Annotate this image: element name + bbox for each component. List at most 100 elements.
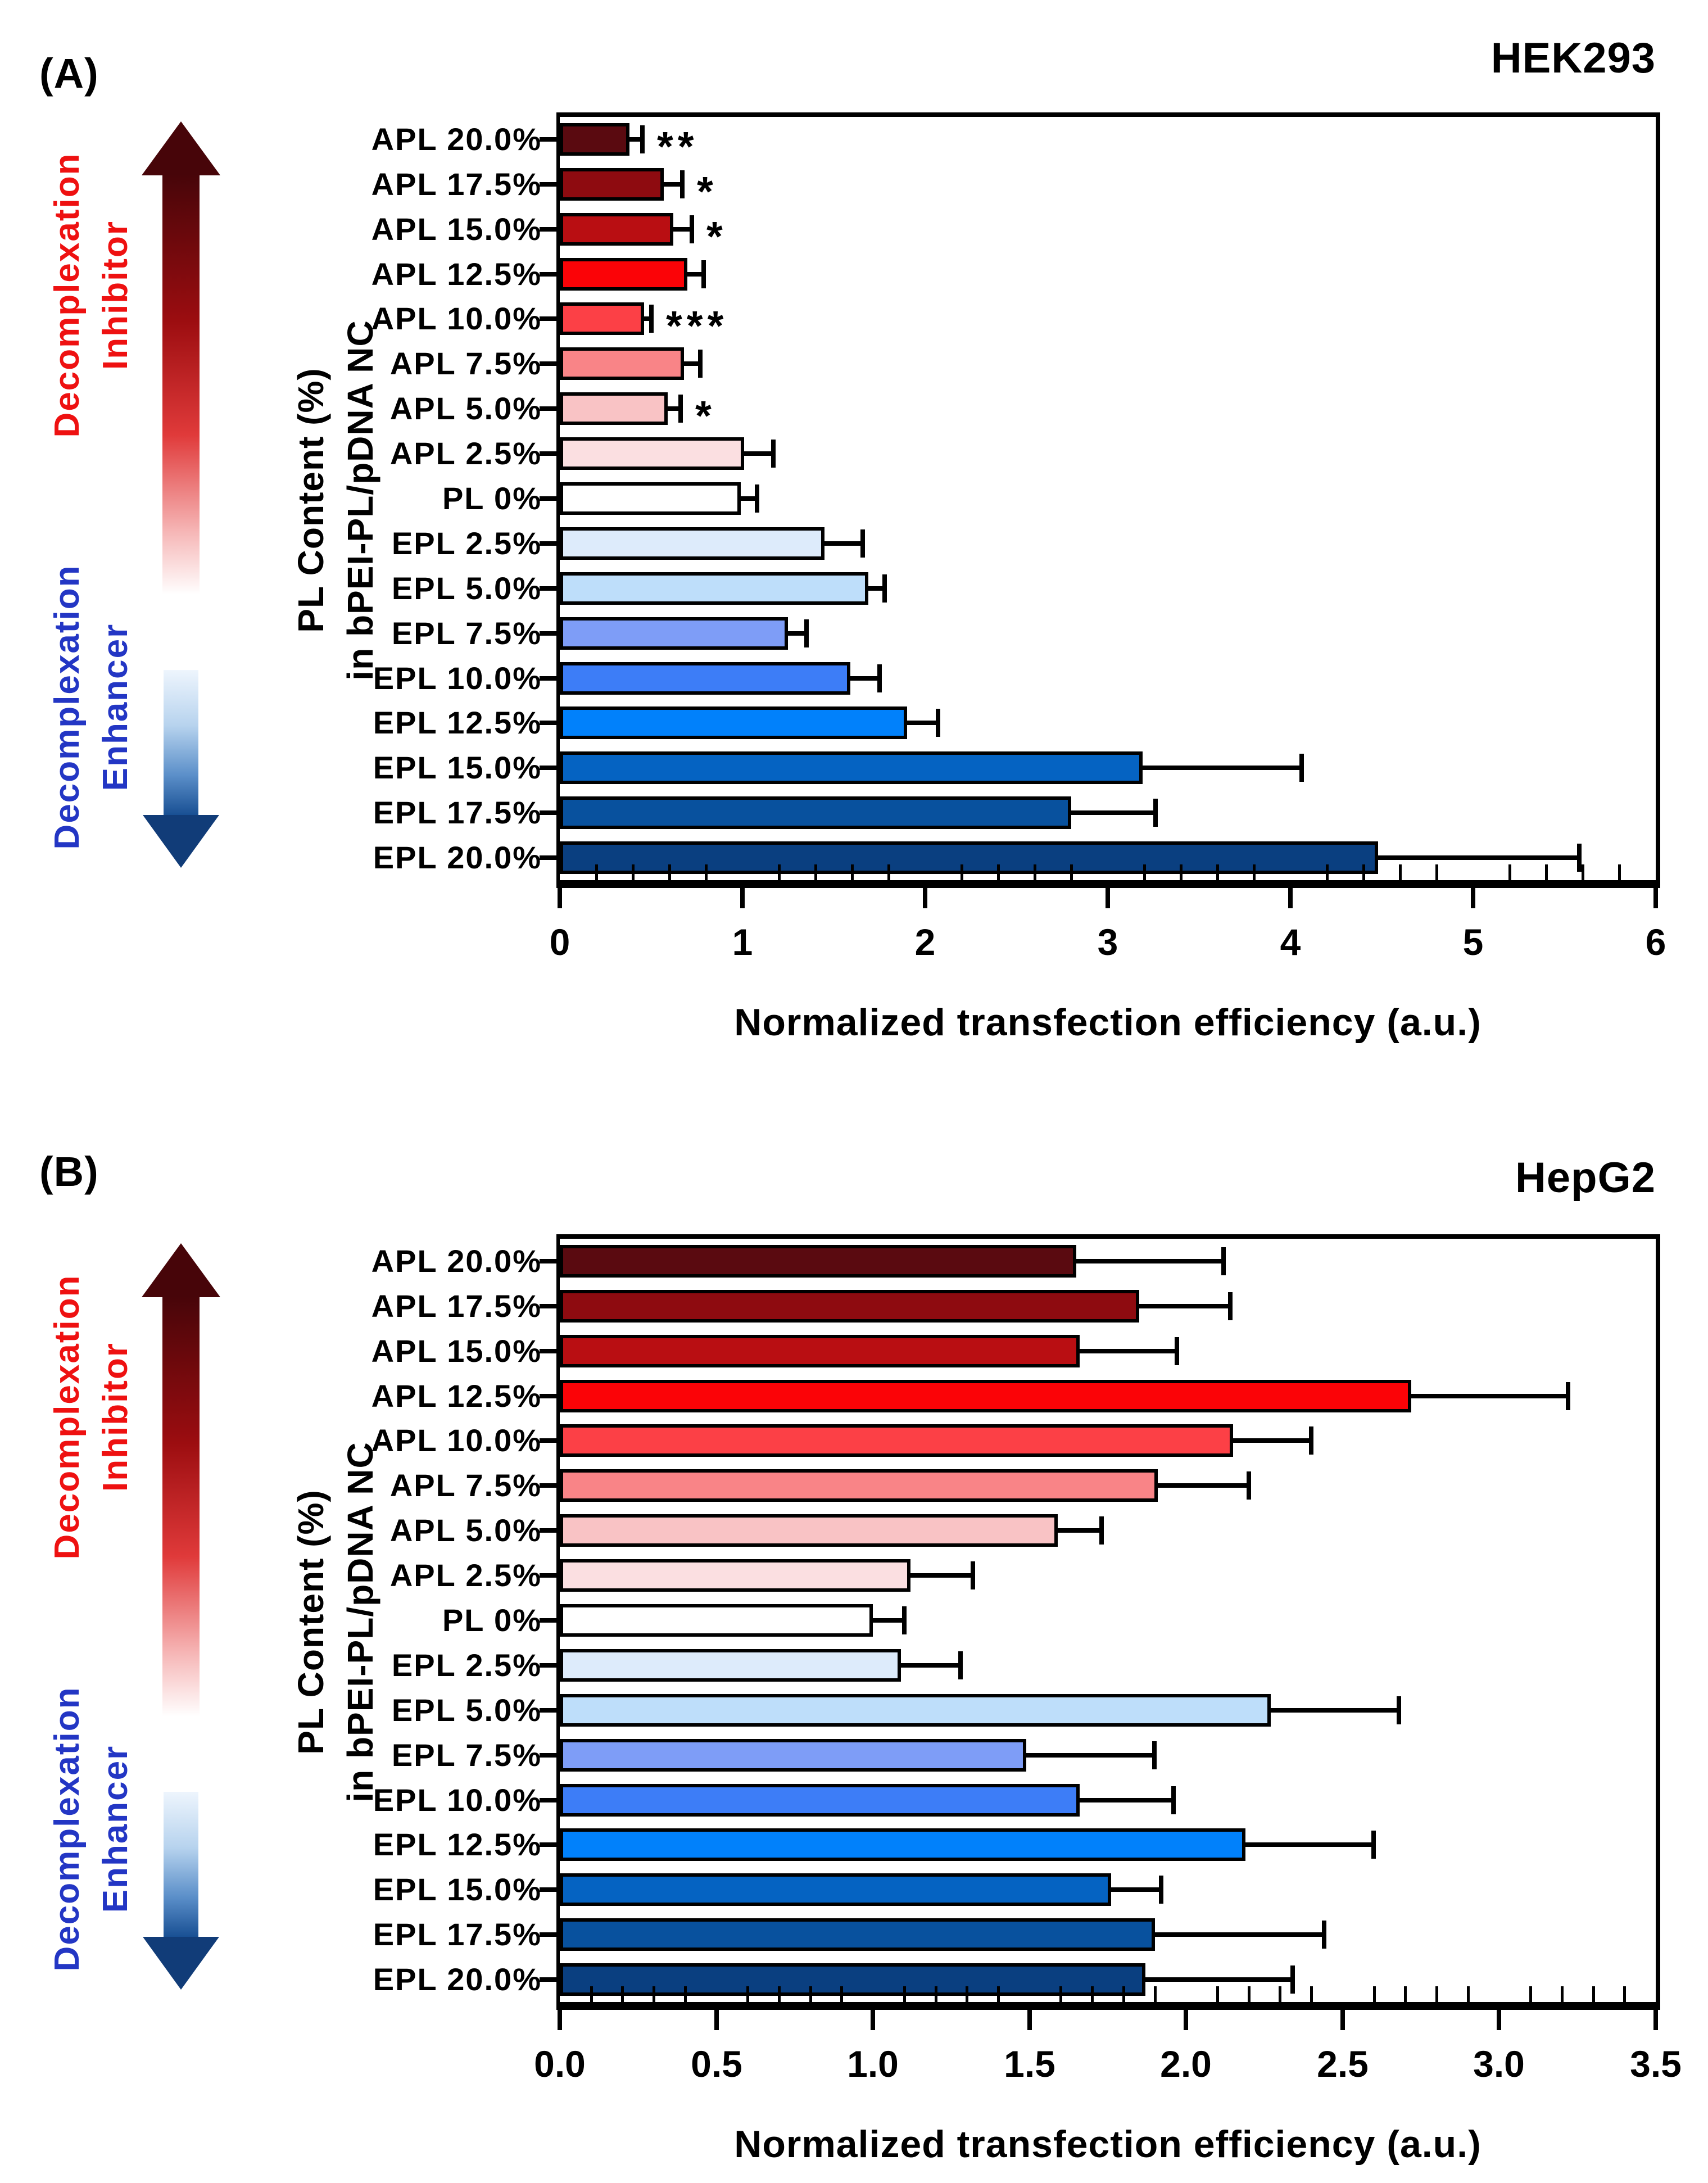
error-bar <box>742 451 773 456</box>
error-bar-cap <box>860 529 865 558</box>
x-major-tick <box>740 888 745 908</box>
error-bar-cap <box>1371 1831 1376 1859</box>
error-bar <box>1074 1259 1224 1263</box>
category-label: EPL 2.5% <box>391 526 542 561</box>
x-minor-tick <box>778 864 781 880</box>
category-label: APL 2.5% <box>389 436 542 471</box>
x-major-tick <box>1471 888 1475 908</box>
x-tick-label: 1.5 <box>1004 2043 1055 2085</box>
x-minor-tick <box>997 864 1000 880</box>
x-minor-tick <box>1279 1986 1281 2002</box>
x-tick-label: 2 <box>914 921 936 963</box>
enhancer-annotation-line1: Decomplexation <box>48 1686 87 1972</box>
x-minor-tick <box>1122 1986 1125 2002</box>
error-bar-cap <box>1175 1337 1179 1365</box>
error-bar-cap <box>1153 799 1158 827</box>
x-minor-tick <box>1310 1986 1313 2002</box>
error-bar-cap <box>1247 1471 1251 1500</box>
category-label: EPL 15.0% <box>373 1872 542 1907</box>
inhibitor-arrow-shaft <box>162 1296 200 1716</box>
category-label: APL 15.0% <box>371 1333 542 1369</box>
y-axis-tick <box>540 766 556 770</box>
bar-apl-5.0- <box>560 392 668 425</box>
error-bar <box>822 541 863 546</box>
enhancer-arrow-down-icon <box>143 815 219 868</box>
error-bar <box>1055 1528 1102 1533</box>
x-tick-label: 4 <box>1280 921 1301 963</box>
x-minor-tick <box>1561 1986 1564 2002</box>
y-axis-tick <box>540 1932 556 1937</box>
category-label: EPL 17.5% <box>373 795 542 830</box>
y-axis-tick <box>540 1887 556 1892</box>
x-tick-label: 0 <box>549 921 570 963</box>
error-bar <box>1409 1394 1568 1398</box>
error-bar-cap <box>640 125 645 153</box>
bar-epl-20.0- <box>560 1963 1145 1996</box>
x-tick-label: 1.0 <box>847 2043 899 2085</box>
x-tick-label: 2.5 <box>1317 2043 1369 2085</box>
category-label: EPL 10.0% <box>373 1782 542 1818</box>
error-bar <box>1069 810 1156 815</box>
x-minor-tick <box>997 1986 1000 2002</box>
y-axis-tick <box>540 137 556 142</box>
bar-apl-10.0- <box>560 1424 1233 1457</box>
error-bar <box>685 272 704 277</box>
x-major-tick <box>1653 2010 1658 2030</box>
category-label: APL 2.5% <box>389 1557 542 1593</box>
bar-apl-7.5- <box>560 1469 1158 1502</box>
error-bar <box>1024 1753 1154 1758</box>
significance-marker: *** <box>666 302 728 349</box>
error-bar-cap <box>902 1606 907 1634</box>
x-minor-tick <box>1034 864 1036 880</box>
error-bar-cap <box>680 170 685 198</box>
error-bar <box>1140 766 1302 770</box>
y-axis-tick <box>540 676 556 681</box>
y-axis-tick <box>540 1483 556 1488</box>
y-axis-tick <box>540 810 556 815</box>
cell-line-title-hek293: HEK293 <box>1490 34 1656 82</box>
y-axis-tick <box>540 1304 556 1308</box>
error-bar-cap <box>1322 1921 1326 1949</box>
inhibitor-arrow-up-icon <box>142 121 220 175</box>
x-minor-tick <box>1545 864 1548 880</box>
x-minor-tick <box>1326 864 1329 880</box>
bar-epl-15.0- <box>560 1873 1111 1906</box>
error-bar <box>1376 855 1579 860</box>
category-label: PL 0% <box>442 481 542 516</box>
significance-marker: * <box>697 168 718 215</box>
bar-epl-7.5- <box>560 617 788 650</box>
error-bar-cap <box>678 395 683 423</box>
bar-epl-10.0- <box>560 662 850 695</box>
category-label: APL 5.0% <box>389 1512 542 1548</box>
x-tick-label: 2.0 <box>1160 2043 1212 2085</box>
y-axis-tick <box>540 1798 556 1802</box>
x-minor-tick <box>1248 1986 1251 2002</box>
error-bar <box>665 406 681 411</box>
x-major-tick <box>1184 2010 1188 2030</box>
category-label: EPL 7.5% <box>391 615 542 651</box>
bar-epl-12.5- <box>560 706 907 739</box>
error-bar-cap <box>1577 844 1582 872</box>
y-axis-tick <box>540 1708 556 1713</box>
y-axis-tick <box>540 855 556 860</box>
x-minor-tick <box>935 1986 937 2002</box>
x-minor-tick <box>1362 864 1365 880</box>
y-axis-tick <box>540 182 556 187</box>
x-minor-tick <box>705 864 708 880</box>
x-minor-tick <box>1216 1986 1219 2002</box>
error-bar <box>1153 1932 1324 1937</box>
bar-epl-2.5- <box>560 527 824 560</box>
bar-epl-5.0- <box>560 572 868 605</box>
error-bar <box>642 316 651 321</box>
bar-apl-12.5- <box>560 258 687 291</box>
x-minor-tick <box>1399 864 1402 880</box>
y-axis-tick <box>540 1663 556 1668</box>
y-axis-tick <box>540 1618 556 1623</box>
x-tick-label: 5 <box>1462 921 1484 963</box>
y-axis-tick <box>540 1394 556 1398</box>
x-minor-tick <box>887 864 890 880</box>
x-minor-tick <box>1582 864 1584 880</box>
error-bar <box>908 1573 973 1578</box>
x-tick-label: 3.5 <box>1630 2043 1682 2085</box>
category-label: APL 12.5% <box>371 1378 542 1414</box>
